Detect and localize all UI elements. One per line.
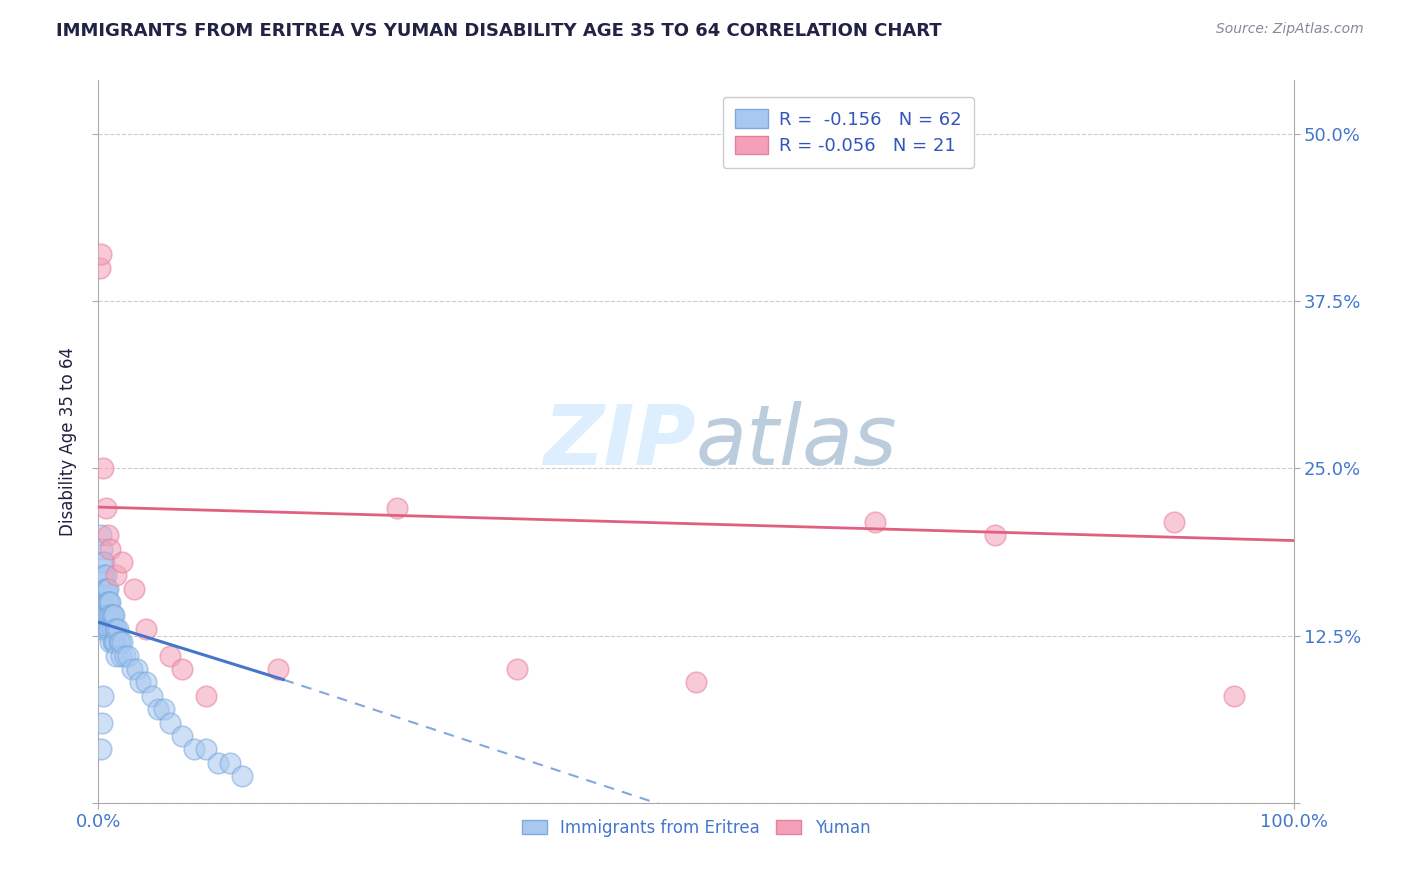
Point xyxy=(129,675,152,690)
Point xyxy=(135,675,157,690)
Point xyxy=(103,635,125,649)
Point xyxy=(90,528,112,542)
Point xyxy=(111,555,134,569)
Point xyxy=(96,622,118,636)
Point xyxy=(105,622,128,636)
Point xyxy=(101,635,124,649)
Point xyxy=(105,648,128,663)
Point xyxy=(1223,689,1246,703)
Point xyxy=(135,622,157,636)
Point xyxy=(141,689,163,703)
Point xyxy=(121,662,143,676)
Point xyxy=(89,260,111,275)
Point xyxy=(125,662,148,676)
Point xyxy=(97,622,120,636)
Point xyxy=(94,568,117,582)
Legend: Immigrants from Eritrea, Yuman: Immigrants from Eritrea, Yuman xyxy=(513,810,879,845)
Point xyxy=(93,568,115,582)
Point xyxy=(685,675,707,690)
Text: IMMIGRANTS FROM ERITREA VS YUMAN DISABILITY AGE 35 TO 64 CORRELATION CHART: IMMIGRANTS FROM ERITREA VS YUMAN DISABIL… xyxy=(56,22,942,40)
Point xyxy=(90,742,112,756)
Point xyxy=(93,622,115,636)
Point xyxy=(103,608,125,623)
Point xyxy=(104,622,127,636)
Point xyxy=(91,541,114,556)
Point xyxy=(984,528,1007,542)
Point xyxy=(91,595,114,609)
Point xyxy=(96,595,118,609)
Point xyxy=(865,515,887,529)
Point xyxy=(91,689,114,703)
Text: atlas: atlas xyxy=(696,401,897,482)
Point xyxy=(91,568,114,582)
Point xyxy=(101,608,124,623)
Point xyxy=(195,689,218,703)
Text: ZIP: ZIP xyxy=(543,401,696,482)
Point xyxy=(159,648,181,663)
Point xyxy=(104,635,127,649)
Point xyxy=(91,555,114,569)
Point xyxy=(94,582,117,596)
Point xyxy=(93,555,115,569)
Point xyxy=(98,608,121,623)
Point xyxy=(97,582,120,596)
Point xyxy=(91,715,114,730)
Point xyxy=(91,461,114,475)
Point xyxy=(98,595,122,609)
Point xyxy=(506,662,529,676)
Point xyxy=(195,742,218,756)
Point xyxy=(98,635,122,649)
Point xyxy=(96,582,118,596)
Point xyxy=(159,715,181,730)
Point xyxy=(107,635,129,649)
Point xyxy=(105,568,128,582)
Point xyxy=(93,595,115,609)
Point xyxy=(267,662,290,676)
Point xyxy=(148,702,170,716)
Point xyxy=(98,608,122,623)
Point xyxy=(111,635,134,649)
Point xyxy=(183,742,205,756)
Point xyxy=(100,622,122,636)
Point xyxy=(98,595,121,609)
Point xyxy=(90,582,112,596)
Point xyxy=(124,582,146,596)
Point xyxy=(153,702,176,716)
Point xyxy=(98,541,122,556)
Point xyxy=(98,622,121,636)
Point xyxy=(172,662,194,676)
Point xyxy=(231,769,253,783)
Point xyxy=(97,528,120,542)
Point xyxy=(107,622,129,636)
Point xyxy=(117,648,139,663)
Point xyxy=(90,247,112,261)
Point xyxy=(172,729,194,743)
Point xyxy=(89,622,111,636)
Point xyxy=(108,635,131,649)
Point xyxy=(219,756,242,770)
Text: Source: ZipAtlas.com: Source: ZipAtlas.com xyxy=(1216,22,1364,37)
Point xyxy=(91,608,114,623)
Point xyxy=(114,648,136,663)
Point xyxy=(97,595,120,609)
Point xyxy=(110,648,132,663)
Point xyxy=(94,608,117,623)
Point xyxy=(100,608,122,623)
Point xyxy=(207,756,229,770)
Point xyxy=(91,582,114,596)
Point xyxy=(385,501,409,516)
Y-axis label: Disability Age 35 to 64: Disability Age 35 to 64 xyxy=(59,347,77,536)
Point xyxy=(1163,515,1185,529)
Point xyxy=(94,501,117,516)
